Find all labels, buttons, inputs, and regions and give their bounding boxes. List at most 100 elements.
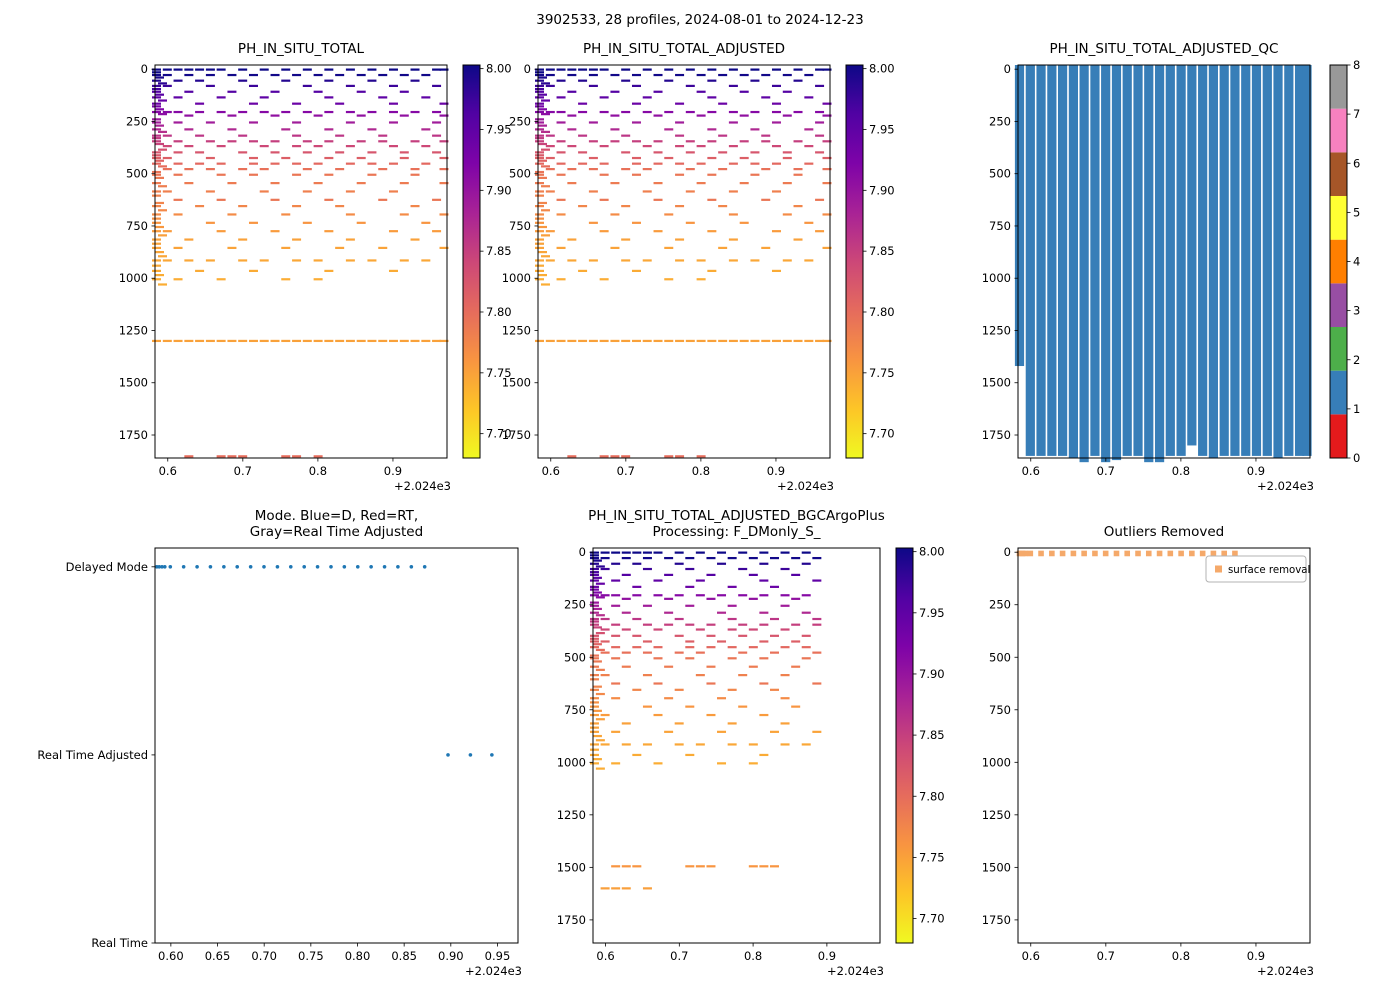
profile-dash-mark (592, 576, 602, 579)
outlier-square (1113, 550, 1120, 557)
profile-dash-mark (600, 556, 610, 560)
y-tick-label: 1250 (982, 808, 1011, 822)
profile-dash-mark (664, 128, 674, 131)
profile-dash-mark (812, 651, 822, 654)
profile-dash-mark (600, 594, 610, 597)
profile-dash-mark (345, 121, 355, 124)
profile-dash-mark (685, 865, 695, 868)
subplot-title: Outliers Removed (1104, 524, 1225, 540)
profile-dash-mark (313, 339, 323, 343)
profile-dash-mark (611, 762, 621, 765)
profile-dash-mark (589, 748, 599, 751)
profile-dash-mark (748, 646, 758, 649)
profile-dash-mark (535, 269, 545, 273)
x-tick-label: 0.75 (298, 949, 324, 963)
y-tick-label: 1000 (119, 271, 148, 285)
profile-dash-mark (611, 634, 621, 637)
profile-dash-mark (238, 168, 248, 171)
profile-dash-mark (621, 110, 631, 114)
mode-dot (262, 565, 266, 569)
profile-dash-mark (588, 68, 598, 71)
profile-dash-mark (611, 623, 621, 626)
profile-dash-mark (535, 128, 545, 131)
profile-dash-mark (162, 73, 172, 77)
profile-dash-mark (545, 134, 555, 137)
profile-dash-mark (599, 96, 609, 99)
profile-dash-mark (345, 84, 355, 88)
profile-dash-mark (356, 140, 366, 143)
colorbar (845, 64, 864, 459)
profile-dash-mark (642, 651, 652, 654)
profile-dash-mark (152, 230, 162, 233)
colorbar-tick-label: 7.80 (486, 305, 512, 319)
profile-dash-mark (162, 110, 172, 114)
colorbar (462, 64, 481, 459)
profile-dash-mark (653, 594, 663, 597)
profile-dash-mark (631, 156, 641, 160)
profile-dash-mark (155, 250, 165, 254)
profile-dash-mark (158, 165, 168, 168)
outlier-square (1102, 550, 1109, 557)
profile-dash-mark (706, 665, 716, 668)
profile-dash-mark (399, 213, 409, 216)
profile-dash-mark (739, 339, 749, 343)
profile-dash-mark (421, 221, 431, 224)
profile-dash-mark (545, 339, 555, 343)
profile-dash-mark (535, 134, 545, 137)
profile-dash-mark (675, 205, 685, 208)
profile-dash-mark (378, 134, 388, 137)
profile-dash-mark (631, 162, 641, 165)
colorbar-tick-label: 7.90 (919, 667, 945, 681)
profile-dash-mark (599, 173, 609, 176)
outlier-square (1059, 550, 1066, 557)
mode-dot (288, 565, 293, 569)
profile-dash-mark (367, 79, 377, 82)
profile-dash-mark (801, 634, 811, 637)
profile-dash-mark (801, 562, 811, 565)
profile-dash-mark (541, 148, 551, 151)
profile-dash-mark (535, 162, 545, 165)
profile-dash-mark (399, 339, 409, 343)
profile-dash-mark (739, 156, 749, 160)
profile-dash-mark (611, 865, 621, 868)
profile-dash-mark (653, 682, 663, 685)
profile-dash-mark (335, 134, 345, 137)
profile-dash-mark (535, 68, 545, 71)
profile-dash-mark (155, 225, 165, 229)
outlier-square (1178, 550, 1184, 557)
profile-dash-mark (717, 594, 727, 597)
subplot-qc: PH_IN_SITU_TOTAL_ADJUSTED_QC 0 1 2 3 4 5 6 7 8 0.6… (982, 41, 1361, 493)
profile-dash-mark (815, 68, 825, 71)
profile-dash-mark (801, 594, 811, 597)
profile-dash-mark (588, 221, 598, 224)
profile-dash-mark (158, 148, 168, 151)
profile-dash-mark (664, 246, 674, 250)
profile-dash-mark (556, 151, 566, 154)
profile-dash-mark (621, 573, 631, 576)
profile-dash-mark (324, 173, 334, 176)
profile-dash-mark (589, 646, 599, 649)
profile-dash-mark (771, 68, 781, 71)
profile-dash-mark (556, 278, 566, 281)
x-tick-label: 0.9 (1247, 464, 1265, 478)
profile-dash-mark (152, 73, 162, 77)
profile-dash-mark (621, 628, 631, 631)
profile-dash-mark (535, 217, 545, 220)
profile-dash-mark (173, 140, 183, 143)
profile-dash-mark (653, 339, 663, 343)
profile-dash-mark (611, 682, 621, 685)
profile-dash-mark (706, 713, 716, 717)
profile-dash-mark (567, 68, 577, 71)
y-tick-label: 1750 (502, 428, 531, 442)
profile-dash-mark (653, 628, 663, 631)
subplot-title: PH_IN_SITU_TOTAL_ADJUSTED (583, 41, 785, 57)
profile-dash-mark (152, 269, 162, 273)
profile-dash-mark (642, 623, 652, 626)
colorbar-tick-label: 7.80 (919, 789, 945, 803)
profile-dash-mark (664, 278, 674, 281)
y-tick-label: 1750 (557, 913, 586, 927)
y-tick-label: 750 (564, 703, 586, 717)
mode-dot (329, 565, 333, 569)
profile-dash-mark (152, 156, 162, 160)
profile-dash-mark (281, 156, 291, 160)
